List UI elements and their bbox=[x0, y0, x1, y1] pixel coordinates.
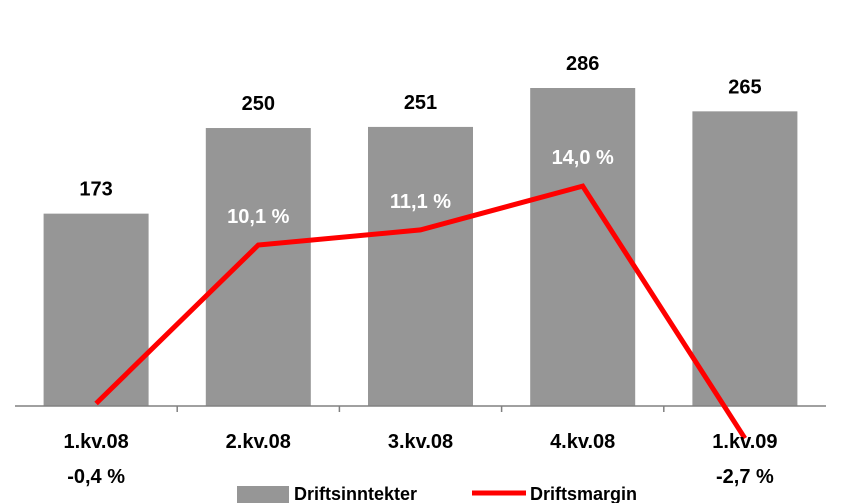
margin-label-4-kv-08: 14,0 % bbox=[552, 147, 614, 169]
legend: Driftsinntekter Driftsmargin bbox=[237, 484, 637, 503]
category-label-3-kv-08: 3.kv.08 bbox=[388, 431, 453, 453]
legend-label-driftsinntekter: Driftsinntekter bbox=[294, 484, 417, 503]
bar-4-kv-08 bbox=[530, 88, 636, 406]
legend-label-driftsmargin: Driftsmargin bbox=[530, 484, 637, 503]
margin-label-1-kv-09: -2,7 % bbox=[716, 466, 774, 488]
bar-value-label-1-kv-09: 265 bbox=[728, 76, 761, 98]
bar-1-kv-08 bbox=[43, 213, 149, 406]
x-axis-ticks bbox=[176, 406, 665, 412]
bars-layer bbox=[43, 88, 798, 407]
margin-label-2-kv-08: 10,1 % bbox=[227, 206, 289, 228]
labels-layer: 173 1.kv.08 -0,4 % 250 2.kv.08 10,1 % 251 3.kv.… bbox=[63, 53, 777, 488]
category-label-4-kv-08: 4.kv.08 bbox=[550, 431, 615, 453]
category-label-1-kv-09: 1.kv.09 bbox=[712, 431, 777, 453]
category-label-1-kv-08: 1.kv.08 bbox=[63, 431, 128, 453]
bar-1-kv-09 bbox=[692, 111, 798, 407]
bar-value-label-4-kv-08: 286 bbox=[566, 53, 599, 75]
legend-swatch-driftsinntekter bbox=[237, 486, 289, 503]
margin-label-1-kv-08: -0,4 % bbox=[67, 466, 125, 488]
bar-2-kv-08 bbox=[205, 128, 311, 407]
bar-value-label-2-kv-08: 250 bbox=[242, 93, 275, 115]
bar-value-label-3-kv-08: 251 bbox=[404, 92, 437, 114]
category-label-2-kv-08: 2.kv.08 bbox=[226, 431, 291, 453]
bar-value-label-1-kv-08: 173 bbox=[79, 179, 112, 201]
bar-3-kv-08 bbox=[368, 126, 473, 407]
margin-label-3-kv-08: 11,1 % bbox=[390, 191, 451, 213]
